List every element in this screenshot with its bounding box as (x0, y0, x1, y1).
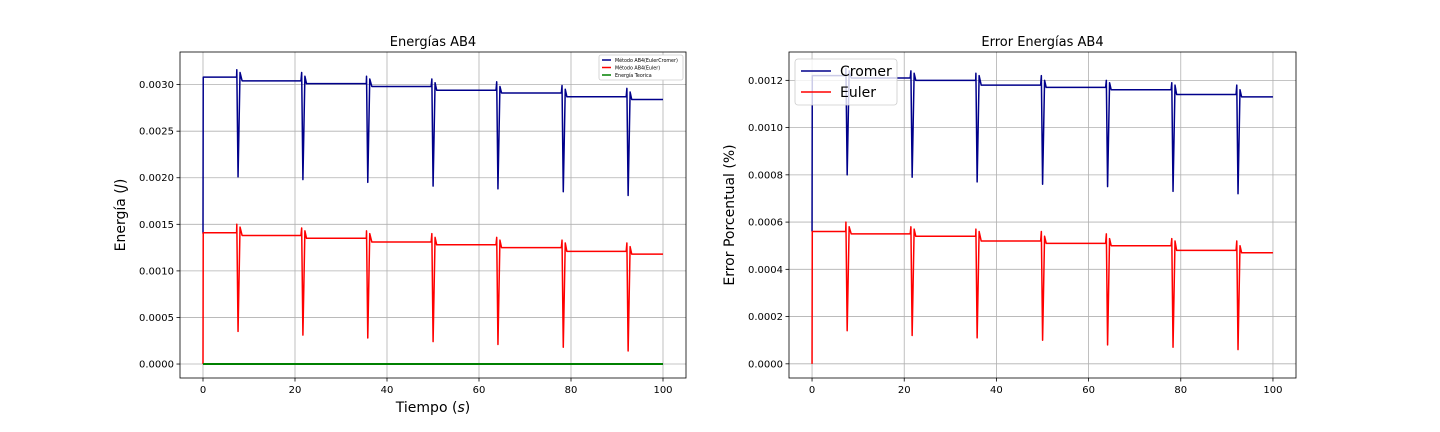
x-tick-label: 80 (565, 385, 578, 396)
x-tick-label: 40 (381, 385, 394, 396)
x-tick-label: 100 (1263, 385, 1282, 396)
y-tick-label: 0.0002 (748, 312, 783, 323)
chart-panel-2: 0 20 40 60 80 100 0.0000 0.0002 0.0004 0.0006 0.00… (722, 35, 1297, 396)
x-tick-label: 0 (809, 385, 815, 396)
series-line (202, 223, 663, 365)
y-tick-label: 0.0030 (139, 80, 174, 91)
x-tick-label: 100 (653, 385, 672, 396)
y-tick-label: 0.0012 (748, 76, 783, 87)
y-axis-label: Energía (J) (113, 179, 129, 252)
chart-panel-1: 0 20 40 60 80 100 0.0000 0.0005 0.0010 0.0015 0.00… (113, 35, 687, 416)
series-line (811, 221, 1273, 364)
y-tick-label: 0.0020 (139, 173, 174, 184)
legend-box (598, 54, 684, 81)
series-group (811, 67, 1273, 364)
y-tick-label: 0.0015 (139, 220, 174, 231)
y-tick-label: 0.0005 (139, 313, 174, 324)
legend-label: Método AB4(EulerCromer) (615, 57, 678, 64)
series-group (202, 68, 663, 366)
legend: Cromer Euler (794, 58, 898, 106)
y-tick-label: 0.0008 (748, 170, 783, 181)
x-tick-label: 60 (1082, 385, 1095, 396)
axes-frame (179, 51, 687, 379)
y-tick-label: 0.0000 (748, 359, 783, 370)
y-tick-label: 0.0004 (748, 265, 783, 276)
x-tick-label: 20 (289, 385, 302, 396)
y-tick-label: 0.0025 (139, 127, 174, 138)
series-line (202, 68, 663, 234)
legend-label: Cromer (840, 64, 892, 80)
legend-label: Método AB4(Euler) (615, 64, 660, 71)
x-tick-label: 80 (1174, 385, 1187, 396)
x-tick-label: 0 (200, 385, 206, 396)
y-tick-label: 0.0006 (748, 218, 783, 229)
legend-label: Euler (840, 85, 876, 101)
y-tick-label: 0.0000 (139, 360, 174, 371)
y-tick-label: 0.0010 (139, 266, 174, 277)
y-tick-label: 0.0010 (748, 123, 783, 134)
axes-frame (788, 51, 1297, 379)
legend: Método AB4(EulerCromer)Método AB4(Euler)… (598, 54, 684, 81)
x-tick-label: 40 (990, 385, 1003, 396)
x-tick-label: 20 (898, 385, 911, 396)
y-axis-label: Error Porcentual (%) (722, 144, 738, 285)
chart-title: Error Energías AB4 (981, 35, 1103, 50)
x-tick-label: 60 (473, 385, 486, 396)
legend-label: Energía Teorica (615, 72, 652, 79)
x-axis-label: Tiempo (s) (395, 400, 470, 416)
chart-title: Energías AB4 (390, 35, 476, 50)
